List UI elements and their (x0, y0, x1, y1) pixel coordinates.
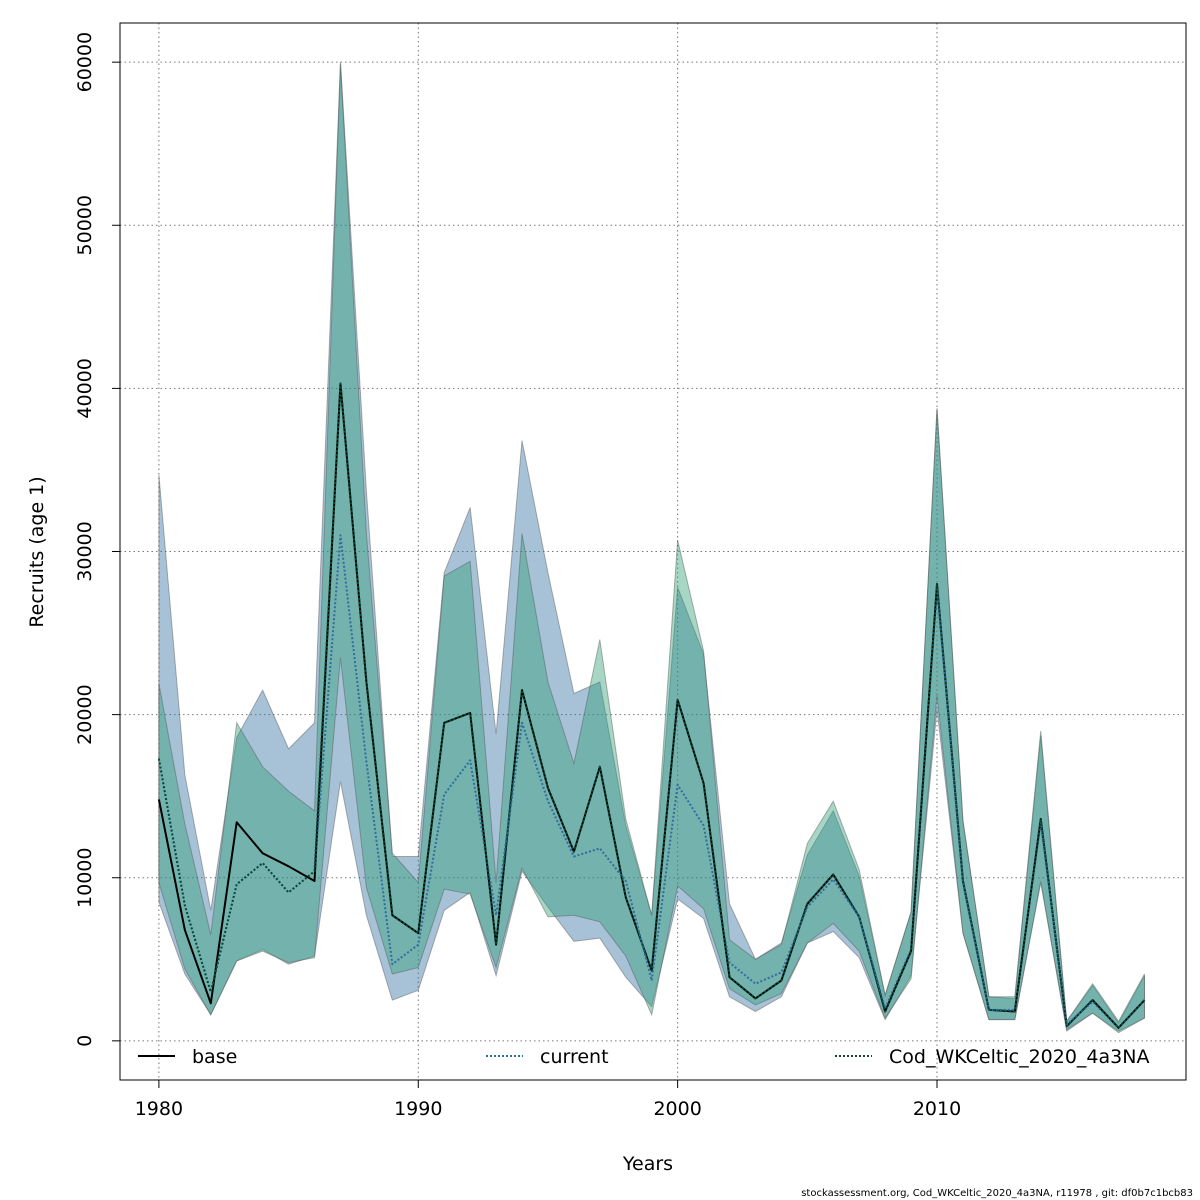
x-axis-title: Years (622, 1153, 673, 1175)
x-tick-label-2000: 2000 (653, 1098, 701, 1120)
band-0 (158, 62, 1146, 1032)
series-line-2 (157, 382, 1146, 1029)
legend-label-1: current (540, 1046, 609, 1068)
y-tick-label-0: 0 (74, 1035, 96, 1047)
x-tick-label-1980: 1980 (135, 1098, 183, 1120)
series-lines (157, 382, 1146, 1029)
y-axis-title: Recruits (age 1) (26, 476, 48, 627)
axes: 1980 1990 2000 2010 0 10000 20000 30000 40000 500… (74, 32, 961, 1120)
confidence-bands (158, 62, 1146, 1034)
grid-lines (120, 23, 1186, 1080)
y-tick-label-20000: 20000 (74, 684, 96, 744)
legend-label-2: Cod_WKCeltic_2020_4a3NA (889, 1046, 1149, 1068)
y-tick-label-50000: 50000 (74, 195, 96, 255)
legend-label-0: base (192, 1046, 237, 1068)
footer-note: stockassessment.org, Cod_WKCeltic_2020_4… (801, 1188, 1193, 1199)
y-tick-label-40000: 40000 (74, 358, 96, 418)
legend: base current Cod_WKCeltic_2020_4a3NA (138, 1046, 1149, 1068)
band-1 (158, 63, 1146, 1034)
y-tick-label-30000: 30000 (74, 521, 96, 581)
y-tick-label-10000: 10000 (74, 848, 96, 908)
x-tick-label-2010: 2010 (913, 1098, 961, 1120)
y-tick-label-60000: 60000 (74, 32, 96, 92)
x-tick-label-1990: 1990 (394, 1098, 442, 1120)
